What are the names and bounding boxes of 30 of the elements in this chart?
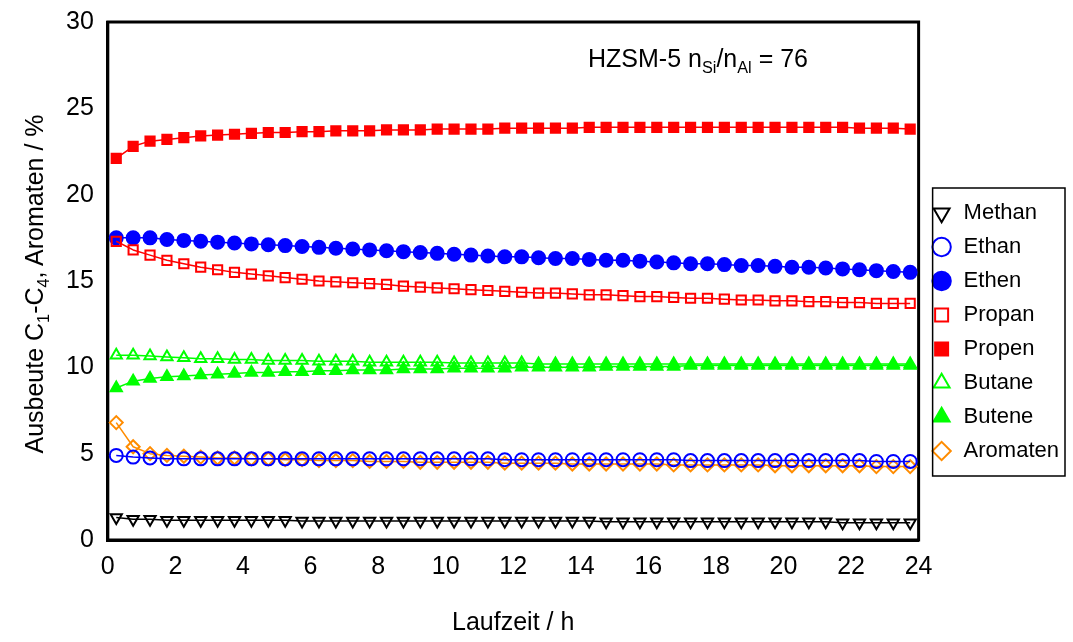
legend-label: Ethan xyxy=(963,233,1022,259)
x-tick-label: 22 xyxy=(837,550,865,579)
y-tick-label: 30 xyxy=(66,5,94,34)
x-tick-label: 24 xyxy=(904,550,933,579)
legend-label: Propen xyxy=(963,335,1035,361)
y-tick-label: 25 xyxy=(66,92,94,121)
x-axis-title: Laufzeit / h xyxy=(452,606,575,635)
y-tick-label: 0 xyxy=(79,523,94,552)
x-tick-label: 4 xyxy=(235,550,250,579)
y-tick-label: 15 xyxy=(66,264,94,293)
legend-label: Ethen xyxy=(963,267,1022,293)
y-tick-label: 20 xyxy=(66,178,94,207)
legend-label: Butane xyxy=(963,369,1034,395)
x-tick-label: 20 xyxy=(769,550,798,579)
y-tick-label: 10 xyxy=(66,351,94,380)
x-tick-label: 16 xyxy=(634,550,663,579)
x-tick-label: 14 xyxy=(566,550,595,579)
x-tick-label: 10 xyxy=(431,550,460,579)
y-tick-label: 5 xyxy=(79,437,94,466)
x-tick-label: 12 xyxy=(499,550,528,579)
x-tick-label: 18 xyxy=(702,550,730,579)
legend-label: Propan xyxy=(963,301,1035,327)
legend-label: Butene xyxy=(963,403,1034,429)
legend-label: Aromaten xyxy=(963,437,1060,463)
x-tick-label: 8 xyxy=(371,550,386,579)
x-tick-label: 0 xyxy=(100,550,115,579)
x-tick-label: 6 xyxy=(303,550,318,579)
x-tick-label: 2 xyxy=(168,550,183,579)
legend-label: Methan xyxy=(963,199,1038,225)
annotation: HZSM-5 n$_{Si}$/n$_{Al}$ = 76 xyxy=(588,44,808,77)
